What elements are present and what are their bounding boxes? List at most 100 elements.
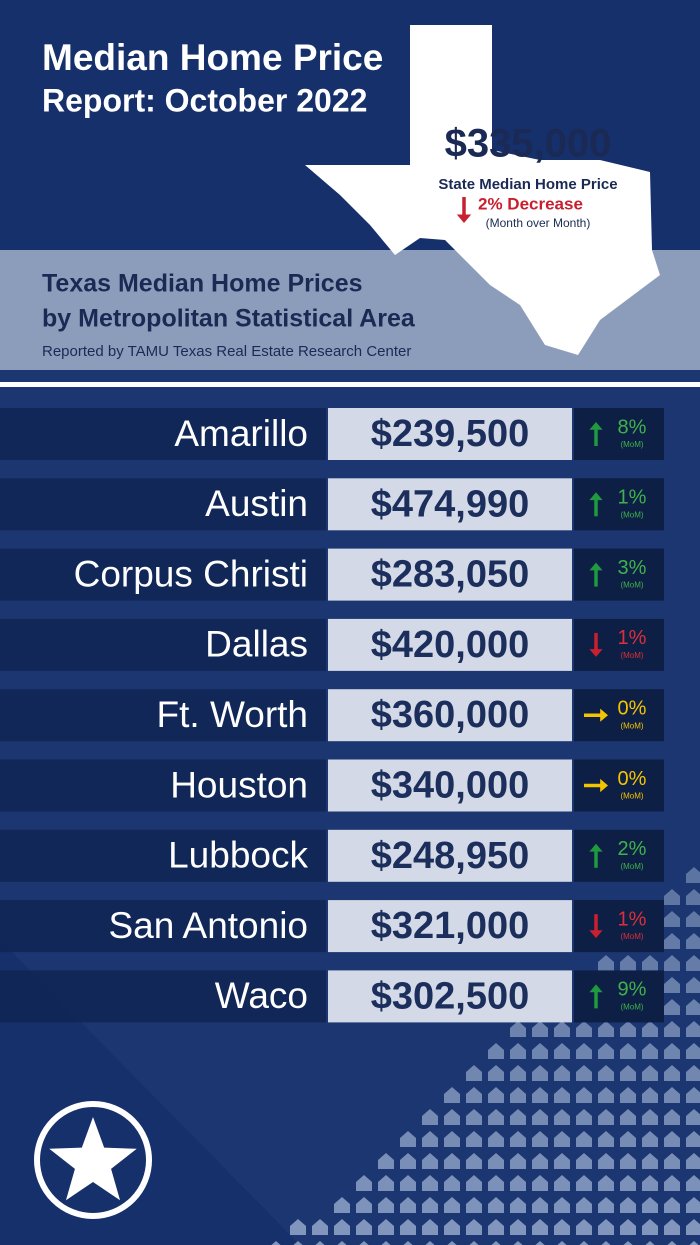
- house-icon: [686, 1153, 700, 1169]
- house-icon: [444, 1131, 460, 1147]
- house-icon: [400, 1153, 416, 1169]
- house-icon: [645, 1241, 655, 1245]
- house-icon: [686, 999, 700, 1015]
- house-icon: [334, 1219, 350, 1235]
- change-box: [574, 829, 664, 882]
- row-band: [0, 900, 326, 953]
- house-icon: [598, 1021, 614, 1037]
- house-icon: [444, 1175, 460, 1191]
- house-icon: [642, 1131, 658, 1147]
- house-icon: [532, 1065, 548, 1081]
- house-icon: [642, 1109, 658, 1125]
- house-icon: [356, 1197, 372, 1213]
- house-icon: [664, 955, 680, 971]
- state-price: $335,000: [445, 122, 612, 166]
- house-icon: [576, 1197, 592, 1213]
- house-icon: [686, 911, 700, 927]
- city-name: Ft. Worth: [157, 694, 308, 735]
- change-box: [574, 478, 664, 531]
- city-price: $340,000: [371, 765, 530, 807]
- change-note: (MoM): [620, 862, 643, 871]
- house-icon: [664, 1153, 680, 1169]
- arrow-head: [600, 708, 608, 722]
- house-icon: [400, 1175, 416, 1191]
- house-icon: [554, 1043, 570, 1059]
- arrow-head: [589, 930, 603, 939]
- house-icon: [488, 1043, 504, 1059]
- house-icon: [378, 1175, 394, 1191]
- house-icon: [664, 1065, 680, 1081]
- house-icon: [664, 1109, 680, 1125]
- house-icon: [598, 1043, 614, 1059]
- house-icon: [510, 1043, 526, 1059]
- change-pct: 1%: [618, 908, 647, 930]
- house-icon: [598, 955, 614, 971]
- price-box: [328, 478, 572, 531]
- house-icon: [554, 1175, 570, 1191]
- change-note: (MoM): [620, 721, 643, 730]
- house-icon: [620, 1131, 636, 1147]
- city-price: $321,000: [371, 905, 530, 947]
- house-icon: [510, 1131, 526, 1147]
- house-icon: [620, 1197, 636, 1213]
- house-icon: [664, 1087, 680, 1103]
- price-box: [328, 759, 572, 812]
- house-icon: [381, 1241, 391, 1245]
- section-title: by Metropolitan Statistical Area: [42, 305, 416, 333]
- change-box: [574, 548, 664, 601]
- price-box: [328, 548, 572, 601]
- row: Dallas $420,000 1% (MoM): [0, 618, 664, 671]
- house-icon: [466, 1109, 482, 1125]
- house-icon: [444, 1197, 460, 1213]
- house-icon: [422, 1153, 438, 1169]
- arrow-head: [589, 984, 603, 993]
- house-icon: [557, 1241, 567, 1245]
- house-icon: [466, 1153, 482, 1169]
- city-price: $239,500: [371, 413, 530, 455]
- city-price: $302,500: [371, 975, 530, 1017]
- house-icon: [664, 911, 680, 927]
- house-icon: [576, 1065, 592, 1081]
- house-icon: [422, 1175, 438, 1191]
- house-icon: [466, 1175, 482, 1191]
- price-box: [328, 900, 572, 953]
- row: Austin $474,990 1%(MoM): [0, 478, 664, 531]
- house-icon: [532, 1087, 548, 1103]
- change-note: (MoM): [620, 581, 643, 590]
- house-icon: [620, 1021, 636, 1037]
- house-icon: [642, 1175, 658, 1191]
- change-pct: 9%: [618, 979, 647, 1001]
- arrow-head: [589, 562, 603, 571]
- house-icon: [488, 1131, 504, 1147]
- house-icon: [576, 1043, 592, 1059]
- row: San Antonio $321,000 1% (MoM): [0, 900, 664, 953]
- city-price: $248,950: [371, 835, 530, 877]
- change-box: [574, 618, 664, 671]
- state-change: 2% Decrease: [478, 194, 583, 213]
- city-price: $474,990: [371, 483, 530, 525]
- house-icon: [532, 1175, 548, 1191]
- city-name: Waco: [215, 975, 308, 1016]
- house-icon: [532, 1043, 548, 1059]
- price-box: [328, 618, 572, 671]
- rows: Amarillo $239,500 8%(MoM)Austin $474,990 1%(…: [0, 408, 664, 1023]
- change-box: [574, 970, 664, 1023]
- house-icon: [403, 1241, 413, 1245]
- house-icon: [601, 1241, 611, 1245]
- house-icon: [532, 1109, 548, 1125]
- house-icon: [315, 1241, 325, 1245]
- city-name: Austin: [205, 483, 308, 524]
- row: Corpus Christi $283,050 3% (MoM): [0, 548, 664, 601]
- house-icon: [554, 1109, 570, 1125]
- change-note: (MoM): [620, 651, 643, 660]
- house-icon: [620, 955, 636, 971]
- house-icon: [378, 1153, 394, 1169]
- arrow-head: [589, 492, 603, 501]
- house-icon: [422, 1109, 438, 1125]
- house-icon: [488, 1197, 504, 1213]
- change-pct: 8%: [618, 416, 647, 438]
- change-pct: 1%: [618, 487, 647, 509]
- house-icon: [598, 1153, 614, 1169]
- house-icon: [444, 1153, 460, 1169]
